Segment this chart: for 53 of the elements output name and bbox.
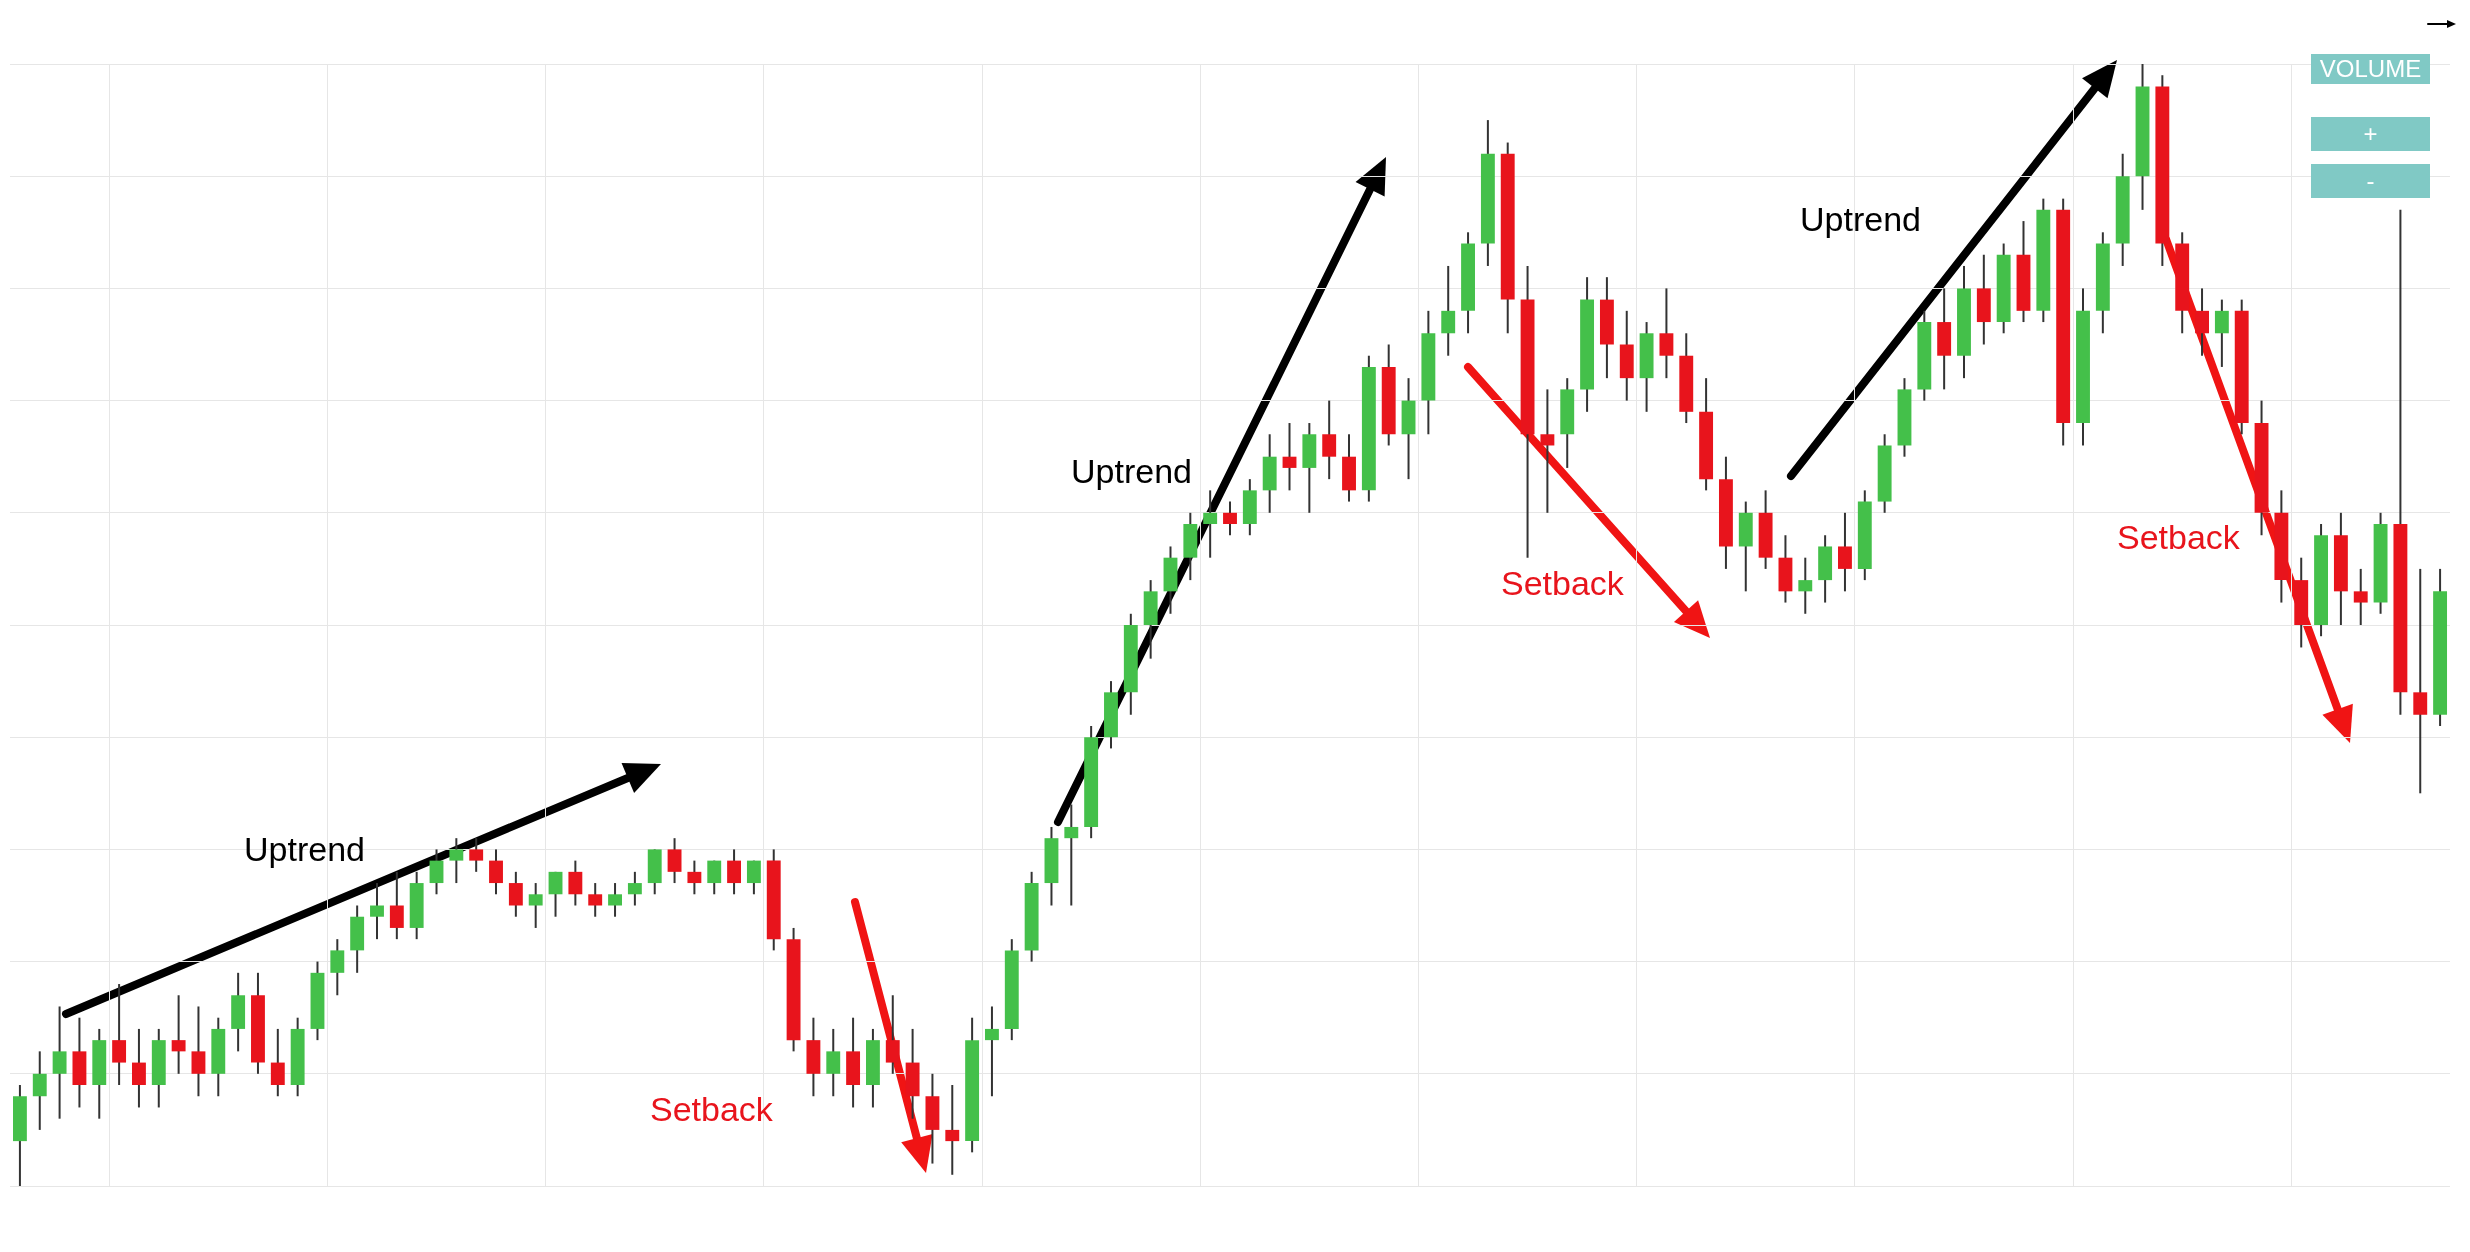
candlestick xyxy=(667,837,682,885)
candlestick xyxy=(429,848,444,896)
candlestick xyxy=(945,1084,960,1176)
candlestick xyxy=(687,859,702,896)
candlestick xyxy=(1798,556,1813,615)
candlestick xyxy=(727,848,742,896)
candlestick xyxy=(1441,264,1456,357)
candlestick xyxy=(1838,511,1852,593)
candlestick xyxy=(171,994,186,1075)
candlestick xyxy=(746,859,761,896)
candlestick xyxy=(2195,287,2209,357)
candlestick xyxy=(1282,422,1297,492)
candlestick xyxy=(370,882,384,941)
annotation: Setback xyxy=(1501,564,1624,603)
candlestick xyxy=(826,1027,841,1098)
candlestick xyxy=(489,848,503,896)
candlestick xyxy=(1540,388,1555,514)
candlestick xyxy=(608,882,622,918)
candlestick xyxy=(627,870,642,907)
candlestick xyxy=(330,938,345,997)
candlestick xyxy=(1322,399,1337,481)
plus-button[interactable]: + xyxy=(2311,117,2430,151)
candlestick xyxy=(885,994,900,1075)
annotation: Setback xyxy=(2117,518,2240,557)
candlestick xyxy=(1064,803,1079,907)
minus-button[interactable]: - xyxy=(2311,164,2430,198)
candlestick xyxy=(1659,287,1674,380)
candlestick xyxy=(389,870,404,941)
annotation: Uptrend xyxy=(1800,200,1921,239)
candlestick xyxy=(2214,298,2229,368)
annotation: Setback xyxy=(650,1090,773,1129)
candlestick xyxy=(449,837,464,885)
candlestick xyxy=(707,859,722,896)
candlestick xyxy=(548,870,563,918)
annotation: Uptrend xyxy=(1071,452,1192,491)
candlestick xyxy=(469,837,484,873)
candlestick xyxy=(2353,567,2368,626)
candlestick xyxy=(508,870,523,918)
candlestick xyxy=(132,1027,146,1109)
annotation: Uptrend xyxy=(244,830,365,869)
candlestick xyxy=(32,1050,47,1131)
candlestick xyxy=(191,1005,206,1098)
candlestick xyxy=(52,1005,67,1120)
candlestick xyxy=(2413,567,2428,795)
candlestick xyxy=(568,859,583,907)
candlestick xyxy=(1203,489,1218,559)
candlestick xyxy=(112,983,127,1087)
candlestick xyxy=(588,882,603,918)
candlestick xyxy=(1223,500,1237,537)
candlestick xyxy=(528,882,543,929)
volume-button[interactable]: VOLUME xyxy=(2311,54,2430,84)
candlestick xyxy=(985,1005,999,1098)
candlestick xyxy=(270,1027,285,1098)
